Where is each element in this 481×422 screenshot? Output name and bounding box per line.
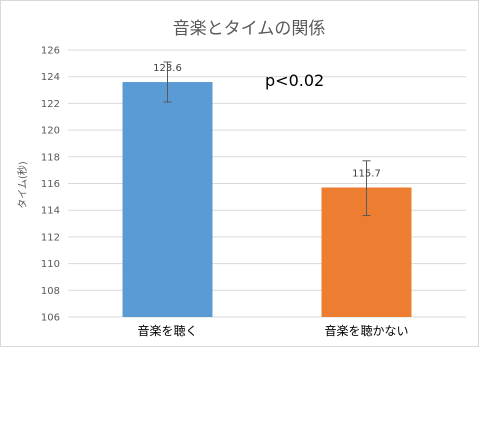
bar-chart: 音楽とタイムの関係 タイム(秒) 106 108 110 112 114 116 118 12… — [16, 19, 466, 338]
y-axis-label: タイム(秒) — [16, 161, 29, 209]
y-tick-label: 110 — [41, 259, 60, 270]
y-tick-label: 112 — [41, 232, 60, 243]
p-value-annotation: p<0.02 — [265, 71, 324, 90]
chart-title: 音楽とタイムの関係 — [173, 19, 326, 39]
data-label-1: 123.6 — [153, 63, 182, 74]
y-tick-label: 120 — [41, 126, 60, 137]
error-bar-1 — [163, 61, 172, 103]
x-axis-categories: 音楽を聴く 音楽を聴かない — [137, 323, 408, 338]
category-label-1: 音楽を聴く — [137, 323, 197, 338]
error-bar-2 — [362, 160, 371, 217]
y-tick-label: 116 — [41, 179, 60, 190]
bars — [122, 82, 412, 317]
bar-1 — [122, 82, 213, 317]
y-tick-label: 126 — [41, 46, 60, 57]
category-label-2: 音楽を聴かない — [324, 323, 408, 338]
y-tick-label: 108 — [41, 286, 60, 297]
error-bars — [163, 61, 371, 217]
data-labels: 123.6 115.7 — [153, 63, 381, 179]
y-tick-label: 124 — [41, 72, 60, 83]
y-tick-label: 114 — [41, 206, 60, 217]
y-tick-label: 122 — [41, 99, 60, 110]
y-tick-label: 118 — [41, 152, 60, 163]
y-tick-label: 106 — [41, 313, 60, 324]
y-axis-ticks: 106 108 110 112 114 116 118 120 122 124 126 — [41, 46, 60, 324]
data-label-2: 115.7 — [352, 169, 381, 180]
